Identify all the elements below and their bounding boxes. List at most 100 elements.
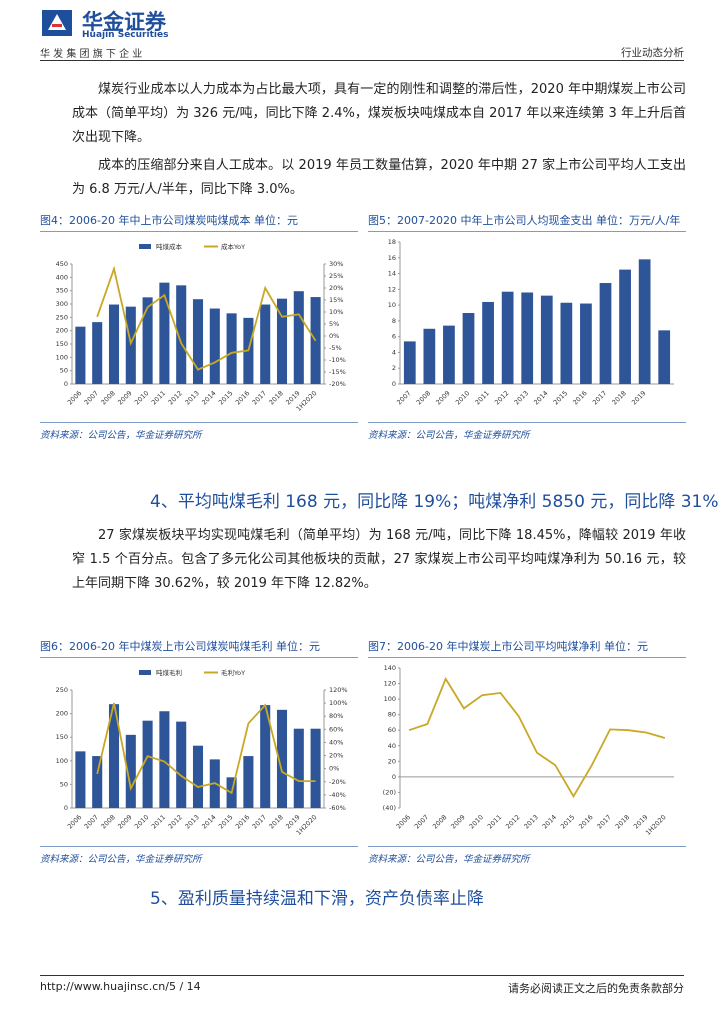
y2-tick-label: 25% bbox=[329, 272, 343, 280]
y-tick-label: 450 bbox=[56, 260, 68, 268]
x-tick-label: 2018 bbox=[611, 389, 628, 406]
y-tick-label: 60 bbox=[388, 726, 396, 734]
bar bbox=[92, 756, 103, 808]
x-tick-label: 2008 bbox=[99, 389, 116, 406]
x-tick-label: 2010 bbox=[133, 389, 150, 406]
bar bbox=[310, 728, 321, 808]
figure-source: 资料来源：公司公告，华金证券研究所 bbox=[40, 846, 358, 865]
x-tick-label: 2017 bbox=[596, 813, 613, 830]
x-tick-label: 2014 bbox=[200, 389, 217, 406]
x-tick-label: 2013 bbox=[183, 389, 200, 406]
x-tick-label: 2013 bbox=[183, 813, 200, 830]
bar bbox=[276, 298, 288, 384]
legend-label: 吨煤成本 bbox=[156, 242, 183, 251]
x-tick-label: 2008 bbox=[415, 389, 432, 406]
bar bbox=[92, 322, 103, 384]
y-tick-label: 0 bbox=[64, 804, 68, 812]
x-tick-label: 2010 bbox=[468, 813, 485, 830]
bar bbox=[176, 721, 187, 808]
bar bbox=[260, 705, 271, 808]
y-tick-label: 250 bbox=[56, 313, 68, 321]
footer-url: http://www.huajinsc.cn/5 / 14 bbox=[40, 980, 201, 993]
legend-label: 吨煤毛利 bbox=[156, 668, 182, 677]
x-tick-label: 2013 bbox=[513, 389, 530, 406]
y2-tick-label: 20% bbox=[329, 284, 343, 292]
y-tick-label: 14 bbox=[388, 270, 396, 278]
x-tick-label: 2017 bbox=[251, 389, 268, 406]
y-tick-label: 100 bbox=[56, 757, 68, 765]
y-tick-label: 50 bbox=[60, 367, 68, 375]
legend-label: 成本YoY bbox=[221, 242, 245, 251]
bar bbox=[226, 313, 237, 384]
x-tick-label: 2015 bbox=[217, 389, 234, 406]
bar bbox=[159, 282, 170, 384]
y-tick-label: 20 bbox=[388, 757, 396, 765]
line-series bbox=[96, 702, 316, 795]
y-tick-label: 140 bbox=[384, 664, 396, 672]
y2-tick-label: -10% bbox=[329, 356, 346, 364]
x-tick-label: 2007 bbox=[83, 813, 100, 830]
x-tick-label: 2014 bbox=[532, 389, 549, 406]
x-tick-label: 2012 bbox=[167, 389, 184, 406]
bar bbox=[580, 303, 592, 384]
y-tick-label: 150 bbox=[56, 733, 68, 741]
y-tick-label: (20) bbox=[383, 788, 396, 796]
y2-tick-label: 30% bbox=[329, 260, 343, 268]
slogan: 华 发 集 团 旗 下 企 业 bbox=[40, 49, 143, 60]
y2-tick-label: 10% bbox=[329, 308, 343, 316]
section-heading: 5、盈利质量持续温和下滑，资产负债率止降 bbox=[150, 889, 484, 909]
legend-swatch bbox=[139, 670, 151, 675]
x-tick-label: 2014 bbox=[541, 813, 558, 830]
line-series bbox=[96, 265, 317, 371]
y-tick-label: 2 bbox=[392, 364, 396, 372]
y2-tick-label: 120% bbox=[329, 686, 348, 694]
y2-tick-label: 80% bbox=[329, 712, 343, 720]
logo-graphic bbox=[42, 10, 72, 36]
x-tick-label: 2009 bbox=[434, 389, 451, 406]
bar bbox=[521, 292, 534, 384]
bar bbox=[403, 341, 416, 384]
bar bbox=[560, 302, 573, 384]
bar bbox=[159, 711, 170, 808]
bar bbox=[423, 328, 436, 384]
bar bbox=[125, 306, 136, 384]
y-tick-label: 0 bbox=[392, 773, 396, 781]
bar bbox=[75, 751, 86, 808]
x-tick-label: 2011 bbox=[474, 389, 491, 406]
x-tick-label: 2006 bbox=[66, 813, 83, 830]
paragraph: 27 家煤炭板块平均实现吨煤毛利（简单平均）为 168 元/吨，同比下降 18.… bbox=[72, 528, 686, 591]
y-tick-label: 100 bbox=[384, 695, 396, 703]
bar bbox=[108, 704, 120, 808]
bar bbox=[260, 304, 271, 384]
logo-icon bbox=[40, 8, 78, 38]
y2-tick-label: 60% bbox=[329, 725, 343, 733]
legend-label: 毛利YoY bbox=[221, 668, 245, 677]
y-tick-label: 10 bbox=[388, 301, 396, 309]
x-tick-label: 2015 bbox=[559, 813, 576, 830]
y-tick-label: 120 bbox=[384, 680, 396, 688]
bar bbox=[176, 285, 187, 384]
x-tick-label: 2019 bbox=[630, 389, 647, 406]
y-tick-label: 12 bbox=[388, 285, 396, 293]
y-tick-label: 18 bbox=[388, 238, 396, 246]
y-tick-label: 400 bbox=[56, 273, 68, 281]
bar bbox=[108, 304, 120, 384]
bar bbox=[599, 283, 612, 384]
bar bbox=[293, 291, 304, 384]
y2-tick-label: -20% bbox=[329, 380, 346, 388]
y2-tick-label: 100% bbox=[329, 699, 348, 707]
figure-title: 图5：2007-2020 中年上市公司人均现金支出 单位：万元/人/年 bbox=[368, 212, 686, 232]
bar bbox=[540, 295, 553, 384]
x-tick-label: 2018 bbox=[267, 813, 284, 830]
header-rule bbox=[40, 60, 684, 61]
y2-tick-label: 0% bbox=[329, 332, 339, 340]
section-heading: 4、平均吨煤毛利 168 元，同比降 19%；吨煤净利 5850 元，同比降 3… bbox=[150, 492, 719, 512]
bar bbox=[75, 326, 86, 384]
bar bbox=[142, 720, 153, 808]
y-tick-label: 300 bbox=[56, 300, 68, 308]
footer-disclaimer: 请务必阅读正文之后的免责条款部分 bbox=[508, 982, 684, 995]
x-tick-label: 2016 bbox=[234, 389, 251, 406]
